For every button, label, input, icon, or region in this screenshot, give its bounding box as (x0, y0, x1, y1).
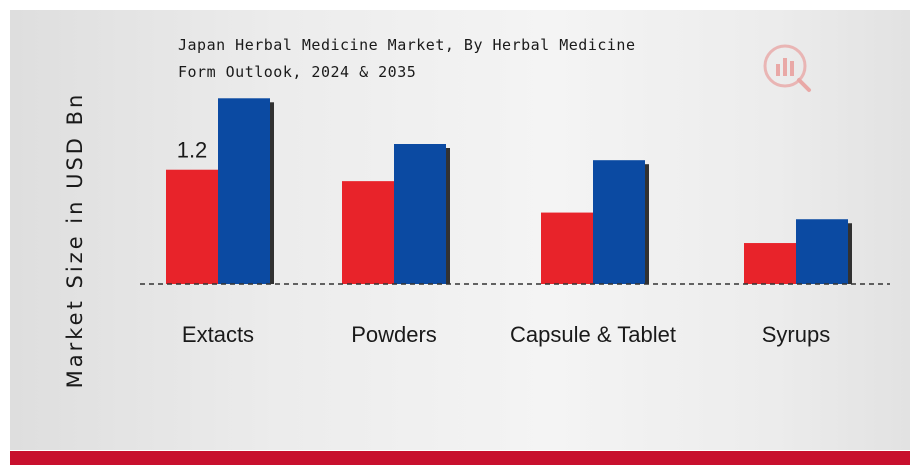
category-label-powders: Powders (351, 322, 437, 347)
category-label-syrups: Syrups (762, 322, 830, 347)
analytics-logo-icon (763, 44, 811, 92)
category-labels: Extacts Powders Capsule & Tablet Syrups 1.2 (177, 138, 831, 347)
chart-title: Japan Herbal Medicine Market, By Herbal … (178, 36, 635, 81)
bar-syrups-series-1 (744, 243, 800, 284)
accent-bar (10, 451, 910, 465)
bars-group (166, 98, 852, 285)
bar-capsule-tablet-series-1 (541, 212, 597, 284)
bar-syrups-series-2 (796, 219, 852, 284)
bar-powders-series-1 (342, 181, 398, 284)
category-label-capsule-tablet: Capsule & Tablet (510, 322, 676, 347)
category-label-extacts: Extacts (182, 322, 254, 347)
chart-panel (10, 10, 910, 450)
y-axis-label: Market Size in USD Bn (63, 92, 87, 389)
chart-title-line-1: Japan Herbal Medicine Market, By Herbal … (178, 36, 635, 54)
chart-title-line-2: Form Outlook, 2024 & 2035 (178, 63, 416, 81)
bar-extacts-series-1 (166, 169, 222, 284)
bar-capsule-tablet-series-2 (593, 160, 649, 284)
bar-powders-series-2 (394, 144, 450, 284)
data-label: 1.2 (177, 138, 208, 163)
bar-extacts-series-2 (218, 98, 274, 285)
